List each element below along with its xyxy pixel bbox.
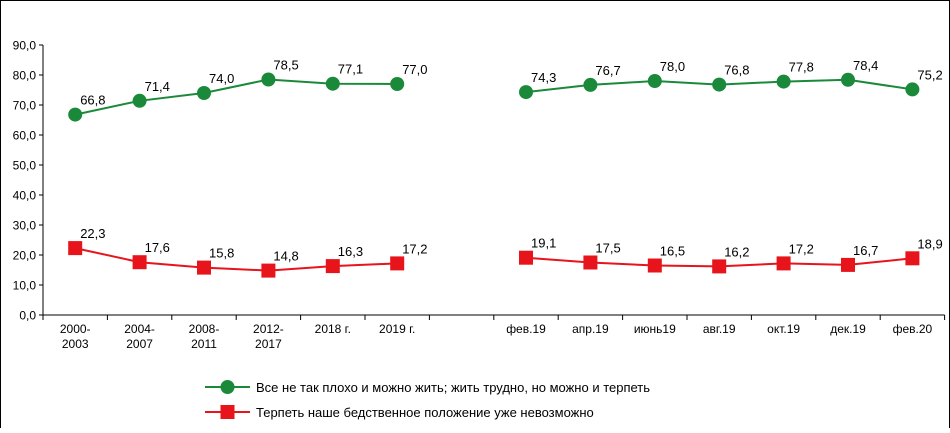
data-label: 14,8 bbox=[273, 249, 298, 264]
data-point bbox=[647, 258, 662, 273]
data-point bbox=[712, 77, 727, 92]
y-tick-label: 30,0 bbox=[13, 219, 37, 233]
data-label: 17,2 bbox=[789, 241, 814, 256]
y-tick-label: 90,0 bbox=[13, 39, 37, 53]
data-label: 71,4 bbox=[145, 79, 170, 94]
x-tick-label: дек.19 bbox=[830, 322, 866, 336]
x-tick-label: июнь19 bbox=[634, 322, 676, 336]
x-tick-label: 2000-2003 bbox=[60, 322, 91, 351]
data-point bbox=[325, 76, 340, 91]
data-label: 74,0 bbox=[209, 71, 234, 86]
data-point bbox=[261, 263, 276, 278]
data-point bbox=[197, 260, 211, 275]
data-point bbox=[905, 251, 920, 266]
legend-label: Терпеть наше бедственное положение уже н… bbox=[256, 405, 594, 420]
data-label: 77,0 bbox=[402, 62, 427, 77]
data-label: 78,0 bbox=[660, 59, 685, 74]
data-point bbox=[841, 257, 855, 272]
data-label: 16,2 bbox=[724, 244, 749, 259]
data-label: 78,5 bbox=[273, 58, 298, 73]
data-point bbox=[776, 74, 791, 89]
data-label: 76,7 bbox=[595, 63, 620, 78]
data-label: 78,4 bbox=[853, 58, 878, 73]
data-point bbox=[905, 82, 920, 97]
data-point bbox=[197, 86, 211, 100]
x-tick-label: 2012-2017 bbox=[253, 322, 284, 351]
y-tick-label: 70,0 bbox=[13, 99, 37, 113]
x-tick-label: авг.19 bbox=[703, 322, 736, 336]
data-point bbox=[776, 256, 791, 271]
data-label: 75,2 bbox=[917, 67, 942, 82]
data-label: 76,8 bbox=[724, 63, 749, 78]
data-point bbox=[261, 72, 276, 87]
data-point bbox=[583, 255, 598, 270]
data-label: 22,3 bbox=[80, 226, 105, 241]
data-point bbox=[390, 256, 405, 271]
data-label: 77,1 bbox=[338, 62, 363, 77]
y-tick-label: 0,0 bbox=[19, 309, 36, 323]
data-point bbox=[325, 259, 340, 274]
data-label: 15,8 bbox=[209, 246, 234, 261]
data-point bbox=[132, 93, 147, 108]
data-point bbox=[68, 107, 83, 122]
data-label: 16,5 bbox=[660, 244, 685, 259]
data-point bbox=[841, 72, 855, 87]
x-tick-label: 2008-2011 bbox=[189, 322, 220, 351]
y-tick-label: 10,0 bbox=[13, 279, 37, 293]
x-tick-label: окт.19 bbox=[767, 322, 800, 336]
data-label: 77,8 bbox=[789, 60, 814, 75]
data-label: 16,7 bbox=[853, 243, 878, 258]
data-label: 17,5 bbox=[595, 241, 620, 256]
legend-marker bbox=[220, 380, 235, 394]
legend-marker bbox=[220, 405, 235, 419]
data-point bbox=[647, 74, 662, 88]
data-label: 66,8 bbox=[80, 93, 105, 108]
y-tick-label: 50,0 bbox=[13, 159, 37, 173]
legend-label: Все не так плохо и можно жить; жить труд… bbox=[256, 380, 650, 395]
data-label: 18,9 bbox=[917, 236, 942, 251]
y-tick-label: 40,0 bbox=[13, 189, 37, 203]
y-tick-label: 60,0 bbox=[13, 129, 37, 143]
data-label: 74,3 bbox=[531, 70, 556, 85]
data-label: 17,6 bbox=[145, 240, 170, 255]
y-tick-label: 80,0 bbox=[13, 69, 37, 83]
x-tick-label: фев.19 bbox=[506, 322, 546, 336]
x-tick-label: 2019 г. bbox=[379, 322, 415, 336]
data-point bbox=[583, 77, 598, 92]
x-tick-label: 2018 г. bbox=[315, 322, 351, 336]
data-point bbox=[519, 250, 533, 265]
data-point bbox=[519, 85, 533, 100]
y-tick-label: 20,0 bbox=[13, 249, 37, 263]
x-tick-label: фев.20 bbox=[893, 322, 933, 336]
data-point bbox=[712, 259, 727, 274]
data-label: 19,1 bbox=[531, 236, 556, 251]
data-point bbox=[132, 255, 147, 270]
data-label: 17,2 bbox=[402, 241, 427, 256]
data-point bbox=[68, 241, 83, 256]
x-tick-label: 2004-2007 bbox=[124, 322, 155, 351]
data-point bbox=[390, 77, 405, 91]
x-tick-label: апр.19 bbox=[572, 322, 609, 336]
data-label: 16,3 bbox=[338, 244, 363, 259]
